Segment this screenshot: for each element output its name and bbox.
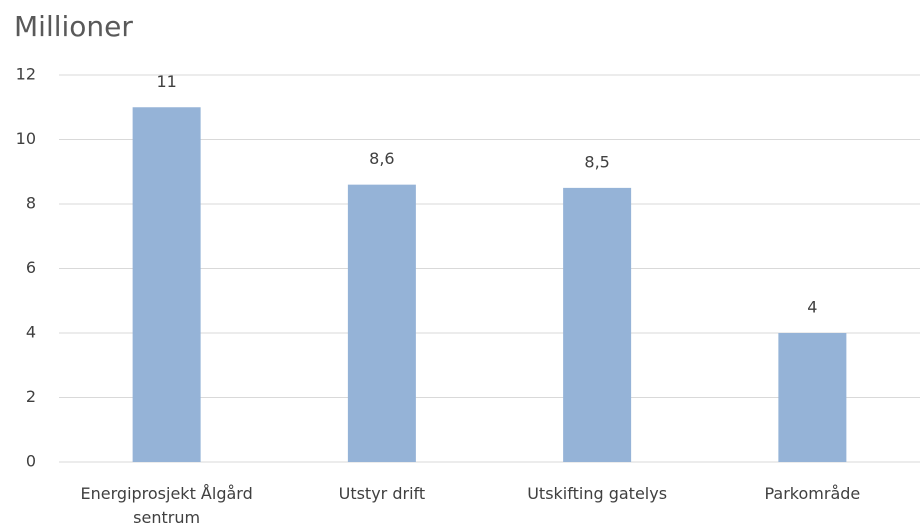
y-tick-label: 4 bbox=[26, 323, 36, 342]
y-tick-label: 6 bbox=[26, 258, 36, 277]
chart-title: Millioner bbox=[14, 10, 133, 43]
x-tick-label: Utstyr drift bbox=[338, 484, 426, 503]
bar bbox=[347, 184, 416, 462]
y-tick-label: 0 bbox=[26, 452, 36, 471]
data-label: 11 bbox=[156, 72, 176, 91]
data-label: 4 bbox=[807, 298, 817, 317]
y-tick-label: 10 bbox=[16, 129, 36, 148]
x-tick-label: Energiprosjekt Ålgård sentrum bbox=[80, 484, 253, 527]
y-tick-label: 2 bbox=[26, 387, 36, 406]
bar bbox=[563, 187, 632, 462]
y-tick-label: 8 bbox=[26, 194, 36, 213]
data-label: 8,6 bbox=[369, 149, 394, 168]
bar bbox=[778, 333, 847, 462]
x-tick-label: Utskifting gatelys bbox=[527, 484, 668, 503]
bar bbox=[132, 107, 201, 462]
x-tick-label: Parkområde bbox=[764, 484, 861, 503]
y-tick-label: 12 bbox=[16, 65, 36, 84]
data-label: 8,5 bbox=[584, 152, 609, 171]
